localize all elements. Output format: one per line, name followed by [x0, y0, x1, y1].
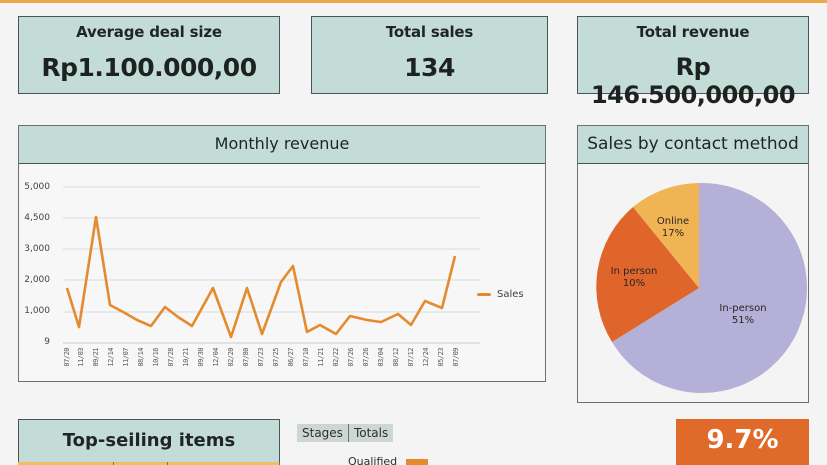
tab-stages[interactable]: Stages [302, 426, 343, 440]
kpi-total-revenue: Total revenue Rp 146.500,000,00 [577, 16, 809, 109]
pie-label-in-person: In-person 51% [719, 303, 767, 326]
pie-label-online: Online 17% [656, 216, 690, 239]
kpi-label: Average deal size [76, 23, 222, 41]
kpi-value: Rp 146.500,000,00 [590, 53, 796, 109]
y-tick: 2,000 [24, 275, 50, 285]
funnel-stage-label: Qualified [348, 455, 398, 465]
conversion-rate-card: 9.7% [676, 419, 809, 465]
legend-swatch [477, 293, 491, 296]
y-tick: 3,000 [24, 244, 50, 254]
panel-title: Monthly revenue [19, 126, 545, 164]
kpi-total-sales: Total sales 134 [311, 16, 548, 94]
panel-title: Top-seiling items [62, 430, 236, 451]
monthly-revenue-panel: Monthly revenue [18, 125, 546, 382]
kpi-value: 134 [404, 53, 455, 82]
top-items-panel: Top-seiling items [18, 419, 280, 465]
y-tick: 9 [44, 337, 50, 347]
tab-totals[interactable]: Totals [347, 424, 393, 442]
contact-method-panel: Sales by contact method [577, 125, 809, 403]
top-items-table-header [18, 462, 280, 465]
y-tick: 4,500 [24, 213, 50, 223]
contact-method-pie [596, 182, 808, 393]
kpi-label: Total sales [385, 23, 474, 41]
y-tick: 5,000 [24, 182, 50, 192]
sales-line [65, 215, 457, 339]
funnel-stage-bar [406, 459, 428, 465]
top-accent-bar [0, 0, 827, 3]
chart-legend: Sales [477, 289, 524, 300]
y-tick: 1,000 [24, 306, 50, 316]
kpi-average-deal-size: Average deal size Rp1.100.000,00 [18, 16, 280, 94]
funnel-tabs: Stages Totals [297, 424, 394, 442]
kpi-label: Total revenue [636, 23, 750, 41]
pie-label-in-person-small: In person 10% [610, 266, 658, 289]
panel-title: Sales by contact method [578, 126, 808, 164]
kpi-value: Rp1.100.000,00 [41, 53, 257, 82]
legend-label: Sales [497, 289, 524, 300]
